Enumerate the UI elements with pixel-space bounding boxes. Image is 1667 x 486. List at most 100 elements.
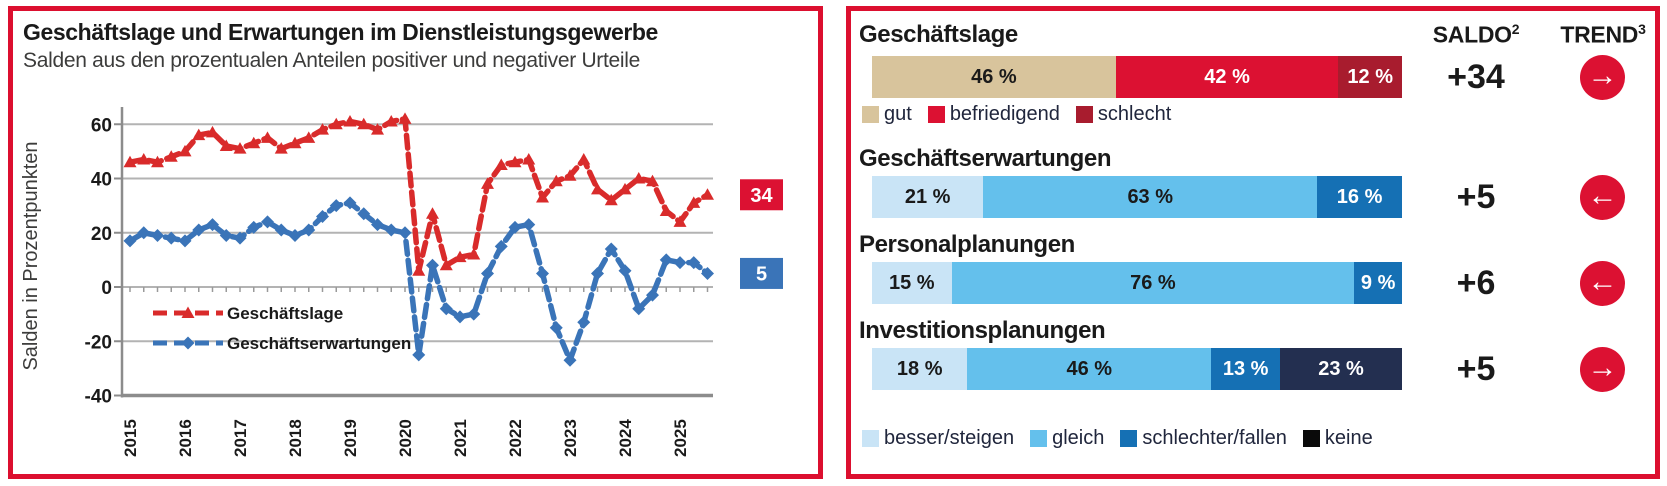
y-tick-label: 60 — [91, 115, 112, 136]
series-marker-triangle — [481, 177, 494, 189]
series-marker-diamond — [646, 288, 659, 302]
series-marker-diamond — [508, 220, 522, 234]
series-marker-diamond — [536, 266, 549, 280]
series-marker-diamond — [494, 239, 508, 253]
series-marker-triangle — [494, 158, 508, 170]
bar-segment: 18 % — [872, 348, 968, 390]
y-tick-label: 40 — [91, 170, 112, 191]
legend-item: schlecht — [1075, 103, 1172, 126]
bar-segment: 9 % — [1354, 262, 1402, 304]
indicator-panel: SALDO2 TREND3 Geschäftslage 46 % 42 % 12 %… — [846, 6, 1660, 479]
bar-segment: 13 % — [1211, 348, 1281, 390]
series-marker-triangle — [274, 142, 288, 154]
series-marker-triangle — [426, 207, 439, 219]
series-marker-diamond — [687, 256, 701, 270]
trend-arrow-badge: → — [1580, 55, 1625, 100]
series-marker-triangle — [439, 258, 453, 271]
bar-segment-label: 76 % — [1130, 271, 1176, 294]
series-marker-diamond — [701, 266, 714, 280]
series-marker-triangle — [357, 117, 371, 130]
bar-segment: 76 % — [951, 262, 1355, 304]
x-tick-label: 2016 — [176, 419, 195, 457]
legend-item: schlechter/fallen — [1120, 427, 1287, 450]
series-marker-diamond — [192, 223, 206, 237]
series-marker-diamond — [426, 258, 439, 272]
series-marker-triangle — [247, 136, 261, 149]
series-marker-triangle — [453, 250, 467, 263]
series-marker-triangle — [233, 142, 247, 154]
legend-label: befriedigend — [949, 103, 1060, 125]
series-marker-diamond — [618, 264, 632, 278]
legend-swatch-befriedigend — [927, 106, 945, 123]
legend-item: gut — [862, 103, 912, 126]
series-marker-triangle — [522, 153, 536, 165]
end-value-box — [740, 257, 783, 289]
series-line-triangle — [127, 116, 711, 274]
series-marker-triangle — [646, 174, 659, 187]
bar-segment-label: 15 % — [888, 271, 935, 294]
arrow-left-icon: ← — [1587, 178, 1618, 212]
legend-label: schlecht — [1097, 103, 1172, 125]
series-marker-triangle — [261, 131, 274, 143]
bar-segment: 63 % — [983, 176, 1318, 218]
series-marker-diamond — [604, 242, 618, 256]
legend-swatch-schlecht — [1075, 106, 1093, 123]
series-marker-triangle — [659, 204, 673, 217]
arrow-right-icon: → — [1587, 350, 1618, 384]
series-marker-diamond — [481, 266, 494, 280]
series-marker-diamond — [577, 315, 591, 329]
series-marker-triangle — [604, 193, 618, 206]
series-marker-diamond — [384, 223, 398, 237]
series-marker-diamond — [178, 234, 192, 248]
series-marker-diamond — [357, 207, 371, 221]
saldo-value: +5 — [1456, 178, 1496, 216]
legend-swatch-besser — [862, 430, 879, 447]
legend-geschaeftslage: gut befriedigend schlecht — [862, 103, 1171, 126]
x-tick-label: 2023 — [561, 419, 580, 457]
series-marker-diamond — [453, 310, 467, 324]
y-tick-label: -20 — [85, 332, 112, 353]
series-marker-triangle — [164, 150, 178, 162]
saldo-column-header: SALDO2 — [1411, 21, 1541, 49]
legend-item: keine — [1302, 427, 1373, 450]
x-tick-label: 2025 — [671, 419, 690, 457]
stacked-bar: 21 % 63 % 16 % — [872, 176, 1402, 218]
y-tick-label: 20 — [91, 224, 112, 245]
indicator-row-geschaeftslage: Geschäftslage 46 % 42 % 12 % +34 → — [851, 11, 1655, 474]
line-chart-svg: 60 40 20 0 -20 -40 2015 2016 2017 2018 2019 2020 202… — [20, 107, 783, 457]
series-marker-triangle — [343, 115, 357, 127]
bar-segment-label: 18 % — [896, 357, 943, 380]
series-marker-diamond — [219, 228, 233, 242]
trend-arrow-badge: ← — [1580, 175, 1625, 220]
series-marker-diamond — [549, 321, 563, 335]
legend-label: gut — [884, 103, 912, 125]
row-title: Geschäftserwartungen — [859, 145, 1112, 172]
x-tick-label: 2019 — [341, 419, 360, 457]
series-marker-triangle — [398, 112, 412, 124]
x-tick-label: 2017 — [231, 419, 250, 457]
legend-item: gleich — [1030, 427, 1104, 450]
series-marker-diamond — [467, 307, 481, 321]
series-marker-triangle — [384, 115, 398, 127]
bar-segment: 46 % — [872, 56, 1116, 98]
series-marker-diamond — [137, 226, 151, 240]
series-marker-triangle — [219, 139, 233, 151]
chart-legend-label: Geschäftslage — [227, 304, 343, 323]
series-marker-triangle — [329, 117, 343, 130]
y-tick-label: -40 — [85, 387, 112, 408]
bar-segment-label: 21 % — [904, 185, 951, 208]
series-marker-triangle — [178, 144, 192, 157]
saldo-footnote-marker: 2 — [1511, 21, 1520, 37]
series-marker-triangle — [467, 247, 481, 260]
line-chart-panel: Geschäftslage und Erwartungen im Dienstl… — [8, 6, 823, 479]
legend-swatch-gleich — [1030, 430, 1048, 447]
chart-legend-marker — [181, 306, 195, 318]
bar-segment-label: 13 % — [1222, 357, 1269, 380]
series-marker-diamond — [247, 220, 261, 234]
x-tick-label: 2020 — [396, 419, 415, 457]
series-marker-triangle — [302, 131, 316, 143]
bar-segment-label: 63 % — [1127, 185, 1174, 208]
legend-swatch-keine — [1302, 430, 1320, 447]
series-marker-triangle — [687, 196, 701, 208]
bar-segment-label: 12 % — [1347, 65, 1393, 88]
